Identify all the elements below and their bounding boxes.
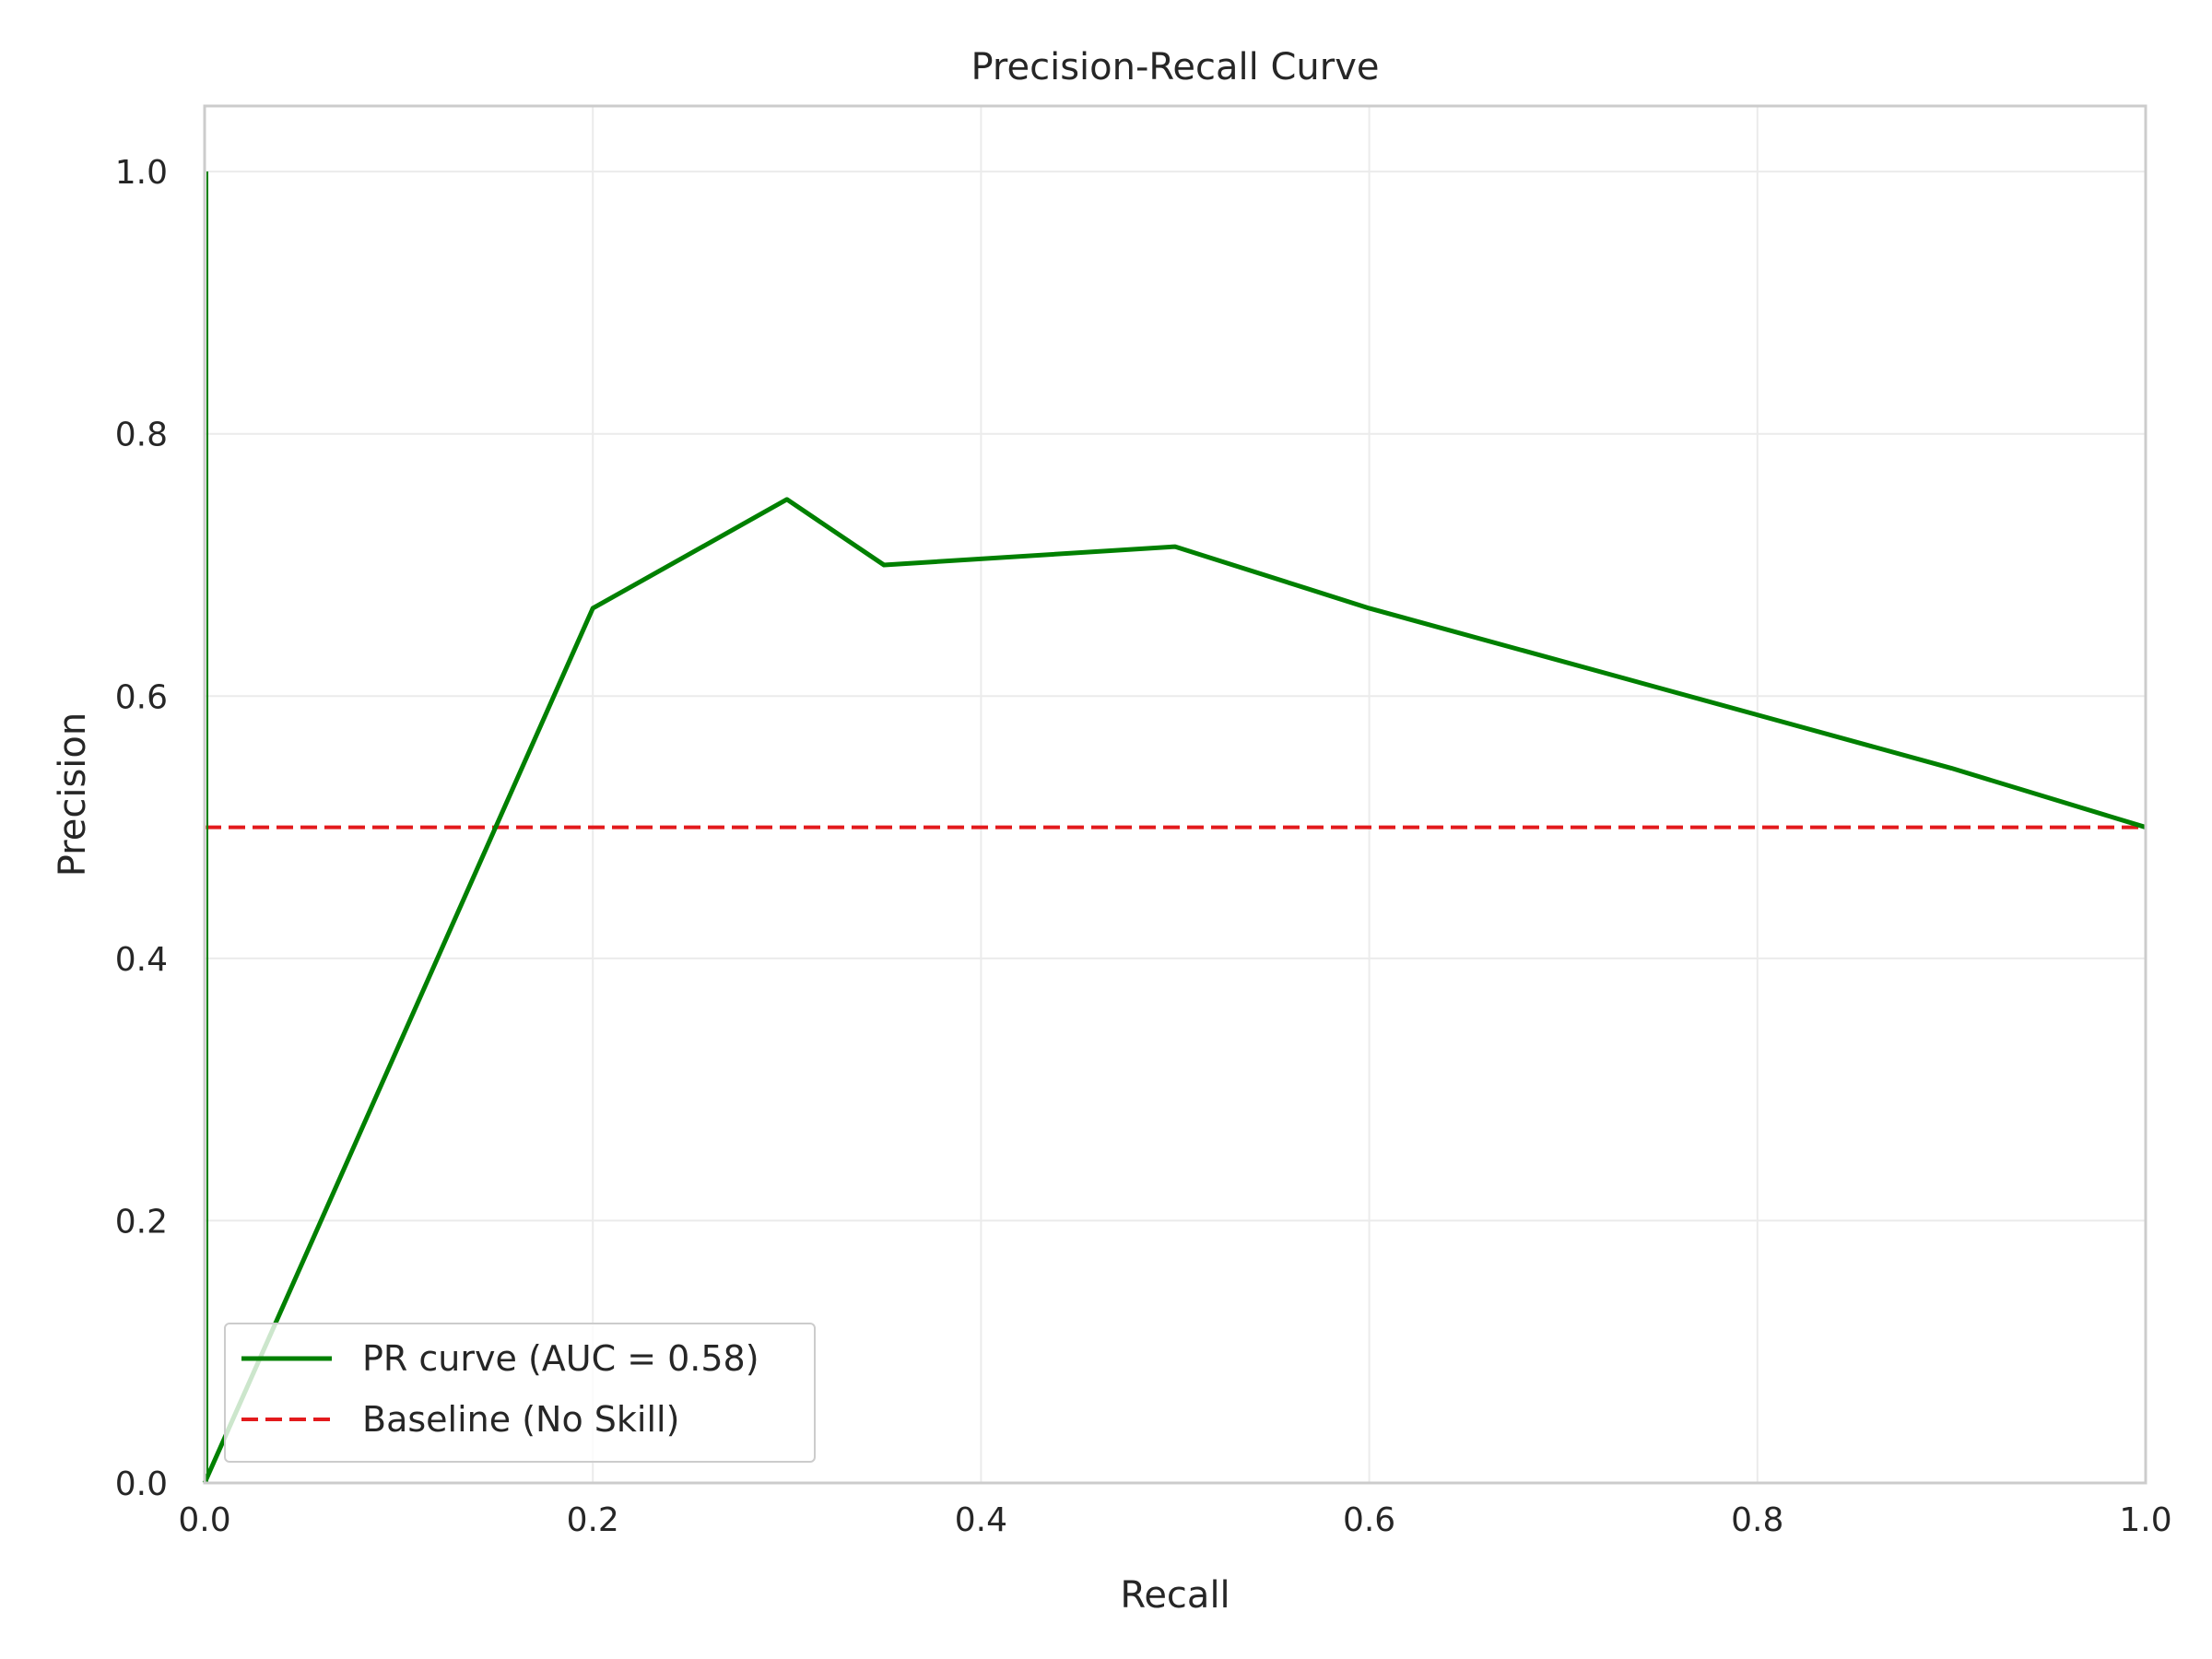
y-tick-label: 1.0 (115, 154, 168, 192)
x-tick-label: 1.0 (2119, 1501, 2171, 1539)
y-tick-label: 0.4 (115, 941, 168, 979)
y-tick-label: 0.8 (115, 417, 168, 454)
legend: PR curve (AUC = 0.58) Baseline (No Skill… (225, 1324, 815, 1462)
x-tick-label: 0.4 (955, 1501, 1007, 1539)
y-tick-label: 0.2 (115, 1203, 168, 1241)
plot-area (205, 106, 2146, 1483)
y-tick-label: 0.6 (115, 678, 168, 716)
x-tick-label: 0.8 (1731, 1501, 1783, 1539)
x-axis-label: Recall (1120, 1574, 1230, 1617)
legend-label-pr-curve: PR curve (AUC = 0.58) (362, 1338, 759, 1379)
x-tick-label: 0.6 (1343, 1501, 1395, 1539)
x-tick-label: 0.2 (567, 1501, 619, 1539)
y-tick-label: 0.0 (115, 1465, 168, 1503)
x-tick-label: 0.0 (178, 1501, 230, 1539)
chart-title: Precision-Recall Curve (971, 46, 1380, 88)
legend-label-baseline: Baseline (No Skill) (362, 1399, 679, 1440)
y-axis-label: Precision (52, 712, 94, 877)
